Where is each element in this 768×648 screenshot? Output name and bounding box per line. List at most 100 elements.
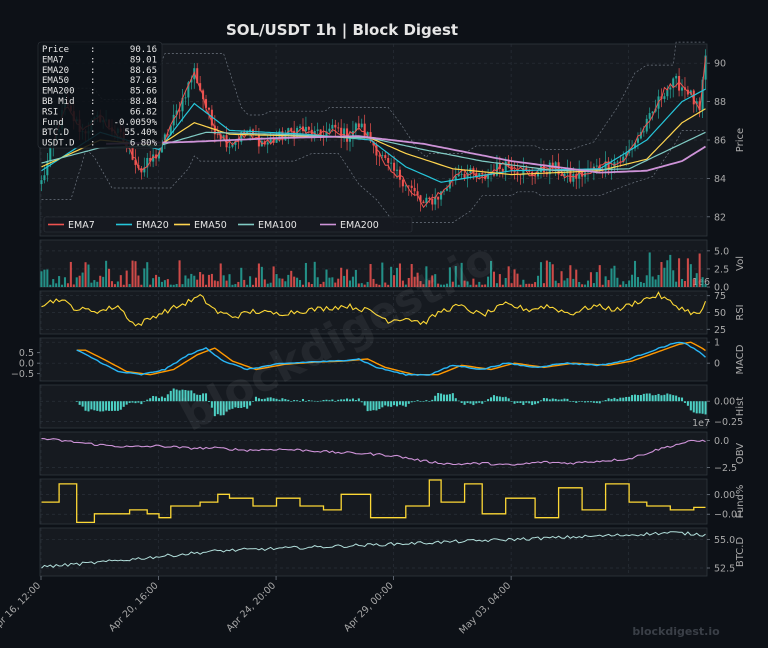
histogram-bar	[366, 401, 369, 412]
volume-bar	[90, 282, 93, 287]
volume-bar	[398, 263, 401, 287]
info-value: 66.82	[130, 107, 157, 117]
volume-bar	[560, 271, 563, 287]
histogram-bar	[81, 401, 84, 407]
volume-bar	[125, 270, 128, 287]
volume-bar	[113, 284, 116, 287]
brand-label: blockdigest.io	[632, 625, 720, 638]
volume-bar	[78, 275, 81, 287]
candle-body	[301, 126, 305, 132]
volume-bar	[472, 278, 475, 287]
histogram-bar	[213, 401, 216, 417]
candle-body	[304, 126, 307, 132]
candle-body	[437, 196, 440, 200]
histogram-bar	[234, 401, 237, 408]
histogram-bar	[207, 401, 210, 403]
volume-bar	[478, 281, 481, 287]
histogram-bar	[90, 401, 93, 410]
candle-body	[228, 146, 231, 148]
volume-bar	[466, 281, 469, 287]
candle-body	[416, 191, 419, 196]
volume-bar	[163, 280, 166, 287]
candle-body	[166, 134, 169, 136]
volume-bar	[581, 284, 584, 287]
histogram-bar	[313, 400, 316, 402]
histogram-bar	[569, 401, 572, 402]
volume-bar	[642, 282, 645, 287]
axis-offset-label: 1e6	[692, 277, 710, 288]
volume-bar	[46, 269, 49, 287]
histogram-bar	[619, 397, 622, 402]
volume-bar	[301, 284, 305, 287]
candle-body	[698, 101, 701, 111]
histogram-bar	[698, 401, 701, 414]
histogram-bar	[202, 393, 205, 402]
volume-bar	[463, 280, 466, 287]
histogram-bar	[651, 395, 654, 402]
candle-body	[645, 118, 648, 132]
volume-bar	[52, 279, 55, 287]
histogram-bar	[378, 401, 381, 410]
btcd-line	[41, 531, 706, 569]
y-tick-label: 88	[714, 97, 726, 108]
volume-bar	[501, 284, 504, 287]
histogram-bar	[469, 401, 472, 404]
histogram-bar	[243, 401, 246, 408]
histogram-bar	[407, 401, 410, 404]
volume-bar	[440, 284, 443, 287]
candle-body	[598, 165, 601, 170]
histogram-bar	[184, 390, 187, 402]
volume-bar	[425, 266, 428, 287]
volume-bar	[683, 281, 686, 287]
histogram-bar	[360, 401, 363, 403]
candle-body	[343, 128, 346, 138]
funding-line	[41, 479, 706, 524]
volume-bar	[63, 277, 67, 287]
histogram-bar	[290, 401, 293, 402]
volume-bar	[704, 284, 707, 287]
volume-bar	[84, 262, 87, 287]
volume-bar	[272, 266, 275, 287]
histogram-bar	[522, 401, 525, 406]
volume-bar	[266, 283, 269, 287]
candle-body	[492, 172, 495, 176]
histogram-bar	[99, 401, 102, 412]
info-separator: :	[90, 107, 95, 117]
volume-bar	[434, 274, 437, 287]
candle-body	[354, 123, 357, 132]
candle-body	[310, 129, 313, 137]
candle-body	[622, 156, 625, 162]
volume-bar	[678, 258, 681, 287]
histogram-bar	[237, 401, 240, 409]
volume-bar	[675, 281, 678, 287]
candle-body	[146, 157, 149, 168]
volume-bar	[249, 276, 252, 287]
histogram-bar	[105, 401, 108, 411]
volume-bar	[416, 272, 419, 287]
volume-bar	[448, 267, 451, 287]
volume-bar	[578, 281, 581, 287]
candle-body	[557, 162, 560, 175]
volume-bar	[363, 284, 366, 287]
panel-frame	[39, 431, 708, 476]
info-value: 55.40%	[124, 128, 157, 138]
y-axis-label: Price	[735, 128, 746, 152]
candle-body	[457, 174, 460, 177]
volume-bar	[490, 260, 493, 287]
candle-body	[346, 128, 349, 142]
volume-bar	[622, 281, 625, 287]
histogram-bar	[545, 398, 548, 402]
histogram-bar	[363, 401, 366, 406]
volume-bar	[40, 271, 43, 287]
histogram-bar	[228, 401, 231, 410]
candle-body	[648, 113, 651, 119]
histogram-bar	[701, 401, 704, 414]
volume-bar	[563, 280, 566, 287]
candle-body	[548, 162, 551, 175]
candle-body	[434, 196, 437, 205]
candle-body	[695, 101, 698, 105]
candle-body	[340, 127, 343, 138]
histogram-bar	[616, 399, 619, 402]
y-tick-label: 0.00	[714, 490, 735, 501]
histogram-bar	[669, 394, 672, 402]
